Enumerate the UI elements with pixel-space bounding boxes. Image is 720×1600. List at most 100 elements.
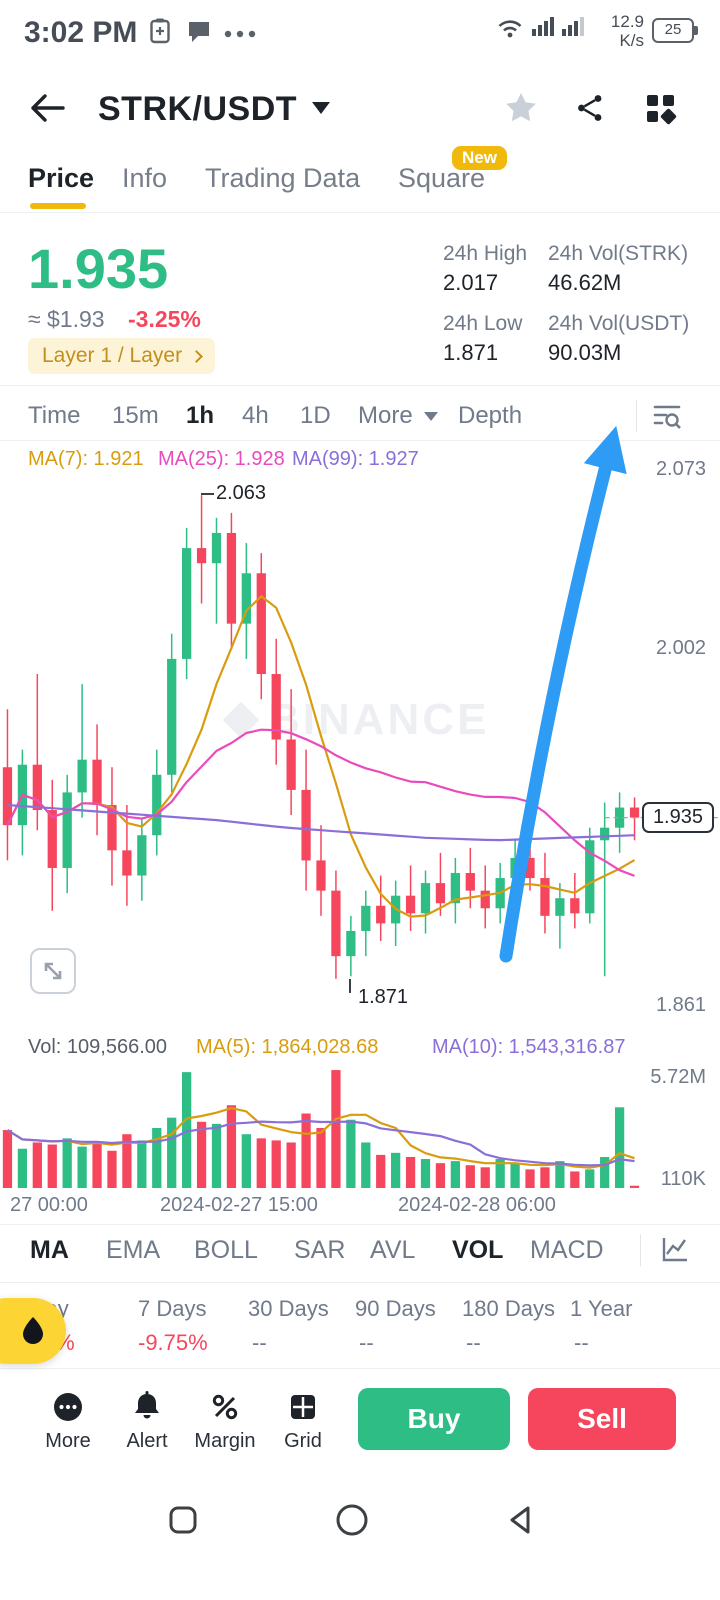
timeframe-more[interactable]: More (358, 402, 413, 429)
price-axis-bottom: 1.861 (655, 994, 706, 1016)
grid-button[interactable]: Grid (284, 1430, 322, 1452)
clipboard-icon (150, 18, 170, 44)
battery-icon: 25 (652, 18, 698, 43)
stat-value: 2.017 (443, 270, 499, 295)
network-speed-unit: K/s (619, 31, 644, 50)
binance-watermark: BINANCE (222, 695, 490, 745)
indicator-ma[interactable]: MA (30, 1236, 69, 1264)
indicator-settings-icon[interactable] (652, 402, 682, 432)
stat-value: 90.03M (548, 340, 622, 365)
more-icon[interactable] (51, 1390, 85, 1424)
ma7-legend: MA(7): 1.921 (28, 448, 144, 470)
share-icon[interactable] (575, 93, 605, 123)
indicator-sar[interactable]: SAR (294, 1236, 346, 1264)
tab-underline (30, 203, 86, 209)
period-value: -- (466, 1330, 481, 1355)
watermark-text: BINANCE (268, 695, 490, 744)
tab-trading-data[interactable]: Trading Data (205, 163, 361, 193)
category-tag-label: Layer 1 / Layer (42, 344, 183, 367)
signal-icon (532, 17, 554, 36)
period-value: -9.75% (138, 1330, 208, 1355)
high-annotation-line (201, 493, 214, 495)
vol-axis-top: 5.72M (650, 1066, 706, 1088)
vol-legend: Vol: 109,566.00 (28, 1036, 168, 1058)
new-badge: New (452, 146, 507, 170)
apps-grid-icon[interactable] (645, 93, 677, 125)
vol-ma5-legend: MA(5): 1,864,028.68 (196, 1036, 379, 1058)
depth-tab[interactable]: Depth (458, 402, 523, 429)
grid-trading-icon[interactable] (286, 1390, 320, 1424)
low-annotation: 1.871 (358, 986, 409, 1008)
battery-level: 25 (664, 21, 682, 38)
timeframe-4h[interactable]: 4h (242, 402, 269, 429)
chevron-right-icon (190, 349, 203, 363)
price-axis-mid: 2.002 (655, 637, 706, 659)
x-tick-2: 2024-02-27 15:00 (160, 1194, 318, 1216)
pair-title[interactable]: STRK/USDT (98, 90, 298, 128)
indicator-ema[interactable]: EMA (106, 1236, 161, 1264)
period-label: 180 Days (462, 1296, 555, 1321)
margin-percent-icon[interactable] (208, 1390, 242, 1424)
period-label: 1 Year (570, 1296, 633, 1321)
sell-button[interactable]: Sell (528, 1388, 676, 1450)
chart-indicator-icon[interactable] (660, 1234, 690, 1264)
period-value: -- (359, 1330, 374, 1355)
indicator-avl[interactable]: AVL (370, 1236, 416, 1264)
price-axis-top: 2.073 (655, 458, 706, 480)
margin-button[interactable]: Margin (194, 1430, 256, 1452)
volume-chart[interactable] (0, 1060, 720, 1192)
feed-fab-button[interactable] (0, 1298, 66, 1364)
buy-button[interactable]: Buy (358, 1388, 510, 1450)
nav-recents-icon[interactable] (167, 1504, 199, 1536)
nav-home-icon[interactable] (335, 1503, 369, 1537)
current-price-tag: 1.935 (641, 802, 714, 833)
timeframe-15m[interactable]: 15m (112, 402, 159, 429)
more-caret-icon (424, 412, 438, 421)
alert-button[interactable]: Alert (126, 1430, 168, 1452)
period-label: 7 Days (138, 1296, 207, 1321)
stat-label: 24h Vol(STRK) (548, 242, 689, 265)
stat-label: 24h Vol(USDT) (548, 312, 690, 335)
alert-bell-icon[interactable] (130, 1388, 164, 1424)
network-speed: 12.9 K/s (592, 12, 644, 50)
last-price: 1.935 (28, 237, 169, 300)
tab-info[interactable]: Info (122, 163, 168, 193)
network-speed-value: 12.9 (610, 12, 644, 31)
x-tick-1: 27 00:00 (10, 1194, 88, 1216)
price-change: -3.25% (128, 306, 201, 332)
back-icon[interactable] (30, 92, 66, 124)
fullscreen-button[interactable] (30, 948, 76, 994)
stat-label: 24h High (443, 242, 528, 265)
high-annotation: 2.063 (216, 482, 267, 504)
period-label: 90 Days (355, 1296, 436, 1321)
low-annotation-line (349, 979, 351, 993)
message-icon (189, 22, 209, 42)
stat-value: 46.62M (548, 270, 622, 295)
more-button[interactable]: More (45, 1430, 91, 1452)
candlestick-chart[interactable] (0, 458, 720, 1014)
category-tag[interactable]: Layer 1 / Layer (28, 338, 216, 374)
flame-icon (23, 1317, 43, 1344)
period-value: -- (252, 1330, 267, 1355)
ma25-legend: MA(25): 1.928 (158, 448, 285, 470)
timeframe-time[interactable]: Time (28, 402, 81, 429)
stat-value: 1.871 (443, 340, 499, 365)
wifi-icon (498, 20, 522, 38)
x-tick-3: 2024-02-28 06:00 (398, 1194, 556, 1216)
ma99-legend: MA(99): 1.927 (292, 448, 419, 470)
pair-dropdown-icon[interactable] (312, 102, 330, 114)
indicator-macd[interactable]: MACD (530, 1236, 604, 1264)
indicator-boll[interactable]: BOLL (194, 1236, 258, 1264)
nav-back-icon[interactable] (506, 1504, 536, 1536)
timeframe-1d[interactable]: 1D (300, 402, 331, 429)
period-label: 30 Days (248, 1296, 329, 1321)
signal2-icon (562, 17, 584, 36)
favorite-star-icon[interactable] (503, 90, 539, 126)
status-time: 3:02 PM (24, 16, 138, 49)
more-notifications-icon (224, 30, 256, 38)
timeframe-1h[interactable]: 1h (186, 402, 215, 429)
tab-price[interactable]: Price (28, 163, 95, 193)
expand-icon (44, 962, 62, 980)
indicator-vol[interactable]: VOL (452, 1236, 504, 1264)
stat-label: 24h Low (443, 312, 523, 335)
